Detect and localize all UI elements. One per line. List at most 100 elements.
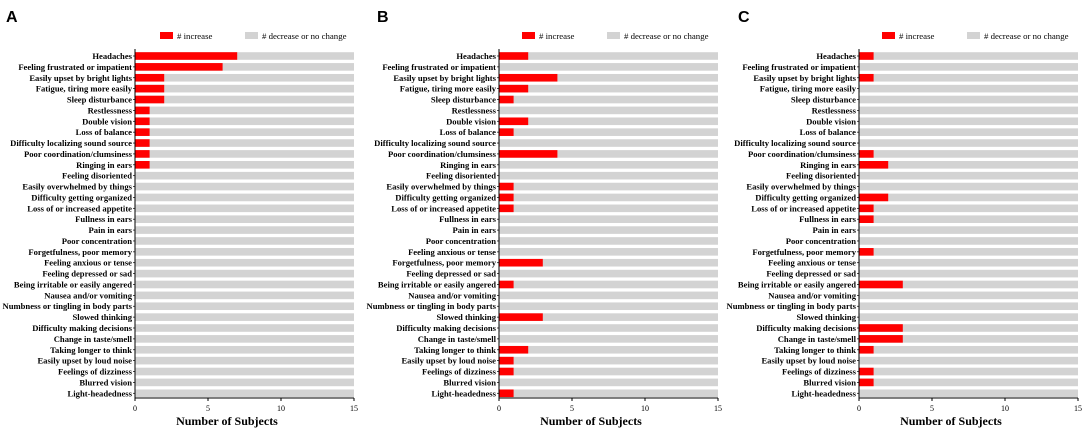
- category-label-b-4: Sleep disturbance: [431, 95, 496, 105]
- category-label-b-20: Feeling depressed or sad: [406, 269, 496, 279]
- category-label-b-23: Numbness or tingling in body parts: [367, 301, 497, 311]
- bar-decrease-c-17: [859, 237, 1078, 245]
- category-label-c-13: Difficulty getting organized: [755, 192, 856, 202]
- bar-increase-c-25: [859, 324, 903, 332]
- category-label-b-30: Blurred vision: [443, 377, 496, 387]
- bar-decrease-a-7: [135, 128, 354, 136]
- bar-decrease-c-1: [859, 63, 1078, 71]
- category-label-b-8: Difficulty localizing sound source: [374, 138, 496, 148]
- bar-decrease-a-12: [135, 182, 354, 191]
- bar-increase-b-28: [499, 356, 514, 365]
- category-label-c-17: Poor concentration: [786, 236, 856, 246]
- legend-swatch-decrease-b: [607, 32, 620, 39]
- category-label-c-7: Loss of balance: [800, 127, 857, 137]
- x-tick-label-b-2: 10: [641, 404, 649, 413]
- category-label-a-8: Difficulty localizing sound source: [10, 138, 132, 148]
- bar-decrease-b-22: [499, 291, 718, 300]
- category-label-c-0: Headaches: [816, 51, 856, 61]
- bar-decrease-a-22: [135, 291, 354, 300]
- x-tick-label-a-2: 10: [277, 404, 285, 413]
- bar-decrease-a-20: [135, 269, 354, 278]
- bar-decrease-c-25: [859, 324, 1078, 332]
- bar-increase-c-26: [859, 335, 903, 343]
- bar-increase-a-8: [135, 139, 150, 147]
- bar-decrease-c-11: [859, 171, 1078, 180]
- category-label-a-12: Easily overwhelmed by things: [22, 182, 132, 192]
- category-label-c-20: Feeling depressed or sad: [766, 269, 856, 279]
- bar-increase-a-5: [135, 106, 150, 115]
- bar-decrease-b-25: [499, 324, 718, 332]
- category-label-b-27: Taking longer to think: [414, 345, 496, 355]
- category-label-a-21: Being irritable or easily angered: [14, 279, 132, 289]
- bar-decrease-b-1: [499, 63, 718, 71]
- bar-decrease-c-4: [859, 95, 1078, 104]
- category-label-b-2: Easily upset by bright lights: [393, 73, 496, 83]
- category-label-a-9: Poor coordination/clumsiness: [24, 149, 133, 159]
- bar-decrease-c-19: [859, 258, 1078, 267]
- category-label-b-10: Ringing in ears: [440, 160, 497, 170]
- category-label-b-21: Being irritable or easily angered: [378, 279, 496, 289]
- category-label-c-12: Easily overwhelmed by things: [746, 182, 856, 192]
- bar-decrease-c-15: [859, 215, 1078, 223]
- bar-decrease-c-24: [859, 313, 1078, 321]
- bar-increase-c-10: [859, 161, 889, 169]
- x-axis-title-b: Number of Subjects: [540, 414, 642, 428]
- bar-increase-a-3: [135, 84, 165, 93]
- bar-increase-b-9: [499, 150, 558, 158]
- category-label-c-14: Loss of or increased appetite: [751, 203, 856, 213]
- category-label-c-3: Fatigue, tiring more easily: [760, 84, 857, 94]
- bar-decrease-a-1: [135, 63, 354, 71]
- bar-increase-b-6: [499, 117, 529, 126]
- category-label-a-22: Nausea and/or vomiting: [44, 290, 132, 300]
- category-label-a-20: Feeling depressed or sad: [42, 269, 132, 279]
- bar-decrease-b-17: [499, 237, 718, 245]
- category-label-c-19: Feeling anxious or tense: [768, 258, 856, 268]
- bar-decrease-b-8: [499, 139, 718, 147]
- bar-decrease-a-21: [135, 280, 354, 289]
- bar-decrease-b-27: [499, 345, 718, 354]
- bar-decrease-a-5: [135, 106, 354, 115]
- bar-decrease-a-31: [135, 389, 354, 398]
- bar-increase-b-31: [499, 389, 514, 398]
- category-label-a-18: Forgetfulness, poor memory: [28, 247, 132, 257]
- category-label-c-22: Nausea and/or vomiting: [768, 290, 856, 300]
- bar-decrease-a-2: [135, 73, 354, 82]
- category-label-a-31: Light-headedness: [68, 388, 133, 398]
- x-tick-label-a-3: 15: [350, 404, 358, 413]
- bar-decrease-b-2: [499, 73, 718, 82]
- category-label-c-24: Slowed thinking: [797, 312, 857, 322]
- category-label-c-21: Being irritable or easily angered: [738, 279, 856, 289]
- bar-increase-b-21: [499, 280, 514, 289]
- bar-decrease-a-23: [135, 302, 354, 311]
- legend-label-increase-c: # increase: [899, 31, 935, 41]
- bar-decrease-b-5: [499, 106, 718, 115]
- bar-decrease-c-10: [859, 161, 1078, 169]
- x-tick-label-b-3: 15: [714, 404, 722, 413]
- category-label-a-15: Fullness in ears: [75, 214, 132, 224]
- bar-increase-c-13: [859, 193, 889, 202]
- bar-decrease-b-15: [499, 215, 718, 223]
- category-label-b-14: Loss of or increased appetite: [391, 203, 496, 213]
- bar-decrease-b-21: [499, 280, 718, 289]
- bar-decrease-c-16: [859, 226, 1078, 234]
- bar-decrease-a-26: [135, 335, 354, 343]
- bar-decrease-a-25: [135, 324, 354, 332]
- bar-decrease-c-14: [859, 204, 1078, 213]
- bar-increase-a-0: [135, 52, 238, 60]
- category-label-c-1: Feeling frustrated or impatient: [742, 62, 856, 72]
- bar-decrease-b-18: [499, 248, 718, 256]
- category-label-a-28: Easily upset by loud noise: [37, 356, 132, 366]
- category-label-a-5: Restlessness: [88, 105, 133, 115]
- bar-increase-c-9: [859, 150, 874, 158]
- category-label-b-31: Light-headedness: [432, 388, 497, 398]
- category-label-c-5: Restlessness: [812, 105, 857, 115]
- category-label-b-1: Feeling frustrated or impatient: [382, 62, 496, 72]
- category-label-c-27: Taking longer to think: [774, 345, 856, 355]
- bar-decrease-a-30: [135, 378, 354, 387]
- bar-decrease-a-24: [135, 313, 354, 321]
- bar-increase-b-3: [499, 84, 529, 93]
- category-label-a-13: Difficulty getting organized: [31, 192, 132, 202]
- category-label-c-2: Easily upset by bright lights: [753, 73, 856, 83]
- category-label-a-14: Loss of or increased appetite: [27, 203, 132, 213]
